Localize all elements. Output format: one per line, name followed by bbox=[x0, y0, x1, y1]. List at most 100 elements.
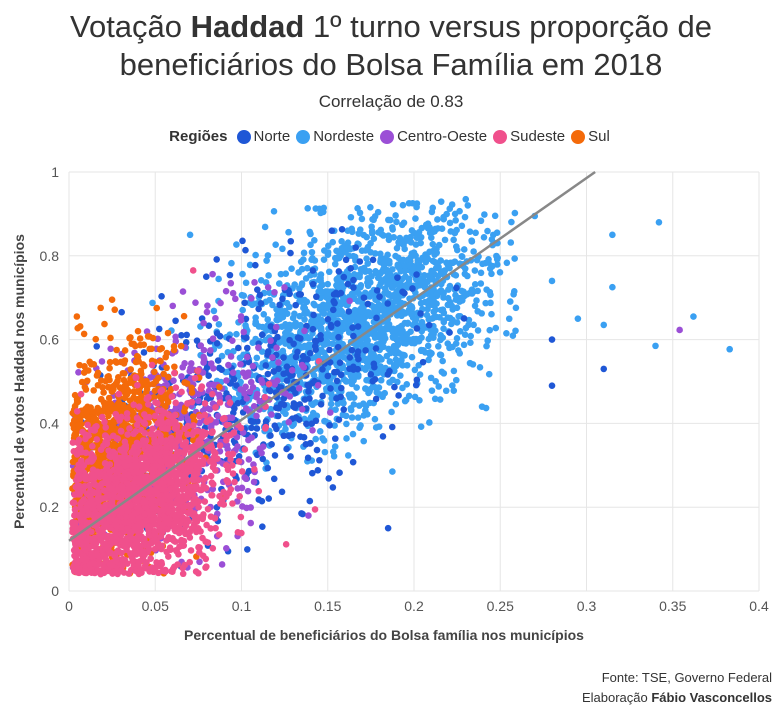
legend-item-nordeste[interactable]: Nordeste bbox=[296, 128, 374, 145]
x-tick-label: 0.2 bbox=[404, 598, 424, 614]
data-point bbox=[246, 261, 254, 269]
data-point bbox=[397, 372, 404, 379]
data-point bbox=[233, 330, 240, 338]
data-point bbox=[491, 212, 499, 220]
data-point bbox=[450, 236, 457, 244]
data-point bbox=[496, 268, 504, 276]
data-point bbox=[318, 316, 325, 324]
data-point bbox=[676, 326, 683, 334]
data-point bbox=[311, 236, 318, 244]
data-point bbox=[369, 216, 376, 223]
data-point bbox=[229, 337, 236, 344]
data-point bbox=[320, 208, 327, 216]
data-point bbox=[356, 258, 364, 265]
data-point bbox=[92, 409, 99, 416]
data-point bbox=[609, 283, 616, 291]
data-point bbox=[473, 297, 480, 304]
data-point bbox=[272, 323, 280, 331]
data-point bbox=[370, 235, 378, 242]
data-point bbox=[350, 284, 357, 291]
data-point bbox=[412, 381, 420, 389]
data-point bbox=[233, 241, 240, 248]
data-point bbox=[360, 294, 368, 301]
data-point bbox=[386, 358, 394, 365]
data-point bbox=[279, 336, 287, 344]
data-point bbox=[374, 274, 382, 282]
data-point bbox=[417, 423, 425, 430]
data-point bbox=[390, 361, 398, 369]
data-point bbox=[134, 388, 141, 395]
data-point bbox=[273, 377, 281, 385]
data-point bbox=[209, 335, 217, 342]
x-tick-label: 0.35 bbox=[659, 598, 686, 614]
data-point bbox=[118, 308, 125, 316]
data-point bbox=[348, 346, 356, 354]
data-point bbox=[171, 363, 178, 371]
data-point bbox=[392, 297, 399, 305]
data-point bbox=[353, 384, 360, 391]
data-point bbox=[340, 273, 348, 281]
data-point bbox=[237, 360, 244, 368]
data-point bbox=[403, 234, 410, 242]
data-point bbox=[321, 247, 328, 254]
data-point bbox=[242, 405, 250, 412]
data-point bbox=[367, 204, 374, 211]
data-point bbox=[367, 349, 375, 357]
data-point bbox=[306, 497, 314, 505]
data-point bbox=[76, 323, 84, 330]
data-point bbox=[479, 260, 486, 268]
data-point bbox=[273, 344, 280, 352]
data-point bbox=[437, 198, 445, 205]
data-point bbox=[436, 396, 444, 403]
data-point bbox=[466, 228, 474, 236]
data-point bbox=[358, 215, 366, 223]
data-point bbox=[318, 346, 325, 354]
legend-label-nordeste: Nordeste bbox=[313, 128, 375, 145]
legend-item-norte[interactable]: Norte bbox=[236, 128, 290, 145]
data-point bbox=[278, 323, 286, 331]
data-point bbox=[335, 268, 343, 275]
data-point bbox=[126, 425, 133, 432]
data-point bbox=[492, 324, 500, 332]
data-point bbox=[363, 233, 370, 241]
data-point bbox=[383, 267, 390, 275]
data-point bbox=[600, 365, 608, 373]
data-point bbox=[375, 325, 383, 332]
data-point bbox=[427, 234, 435, 241]
y-tick-label: 1 bbox=[51, 164, 59, 180]
data-point bbox=[77, 390, 85, 398]
data-point bbox=[278, 488, 286, 496]
data-point bbox=[313, 293, 320, 301]
data-point bbox=[415, 264, 423, 272]
data-point bbox=[321, 448, 329, 456]
x-axis-label: Percentual de beneficiários do Bolsa fam… bbox=[184, 627, 584, 643]
data-point bbox=[429, 314, 437, 322]
data-point bbox=[487, 299, 494, 307]
data-point bbox=[481, 211, 488, 218]
data-point bbox=[243, 344, 251, 352]
data-point bbox=[274, 333, 281, 341]
data-point bbox=[484, 337, 491, 345]
data-point bbox=[427, 374, 435, 382]
data-point bbox=[327, 385, 334, 392]
data-point bbox=[441, 236, 449, 244]
data-point bbox=[241, 299, 248, 307]
data-point bbox=[262, 418, 270, 425]
x-tick-label: 0.1 bbox=[232, 598, 252, 614]
data-point bbox=[356, 209, 364, 217]
data-point bbox=[239, 237, 246, 245]
data-point bbox=[151, 368, 158, 376]
data-point bbox=[371, 363, 378, 371]
data-point bbox=[399, 361, 406, 369]
data-point bbox=[385, 279, 393, 287]
data-point bbox=[287, 249, 294, 257]
data-point bbox=[312, 346, 319, 353]
legend-item-sul[interactable]: Sul bbox=[571, 128, 610, 145]
data-point bbox=[345, 308, 353, 315]
data-point bbox=[333, 377, 341, 385]
data-point bbox=[452, 272, 460, 279]
legend-item-centro-oeste[interactable]: Centro-Oeste bbox=[380, 128, 487, 145]
legend-item-sudeste[interactable]: Sudeste bbox=[493, 128, 565, 145]
data-point bbox=[425, 321, 433, 329]
data-point bbox=[446, 264, 453, 272]
